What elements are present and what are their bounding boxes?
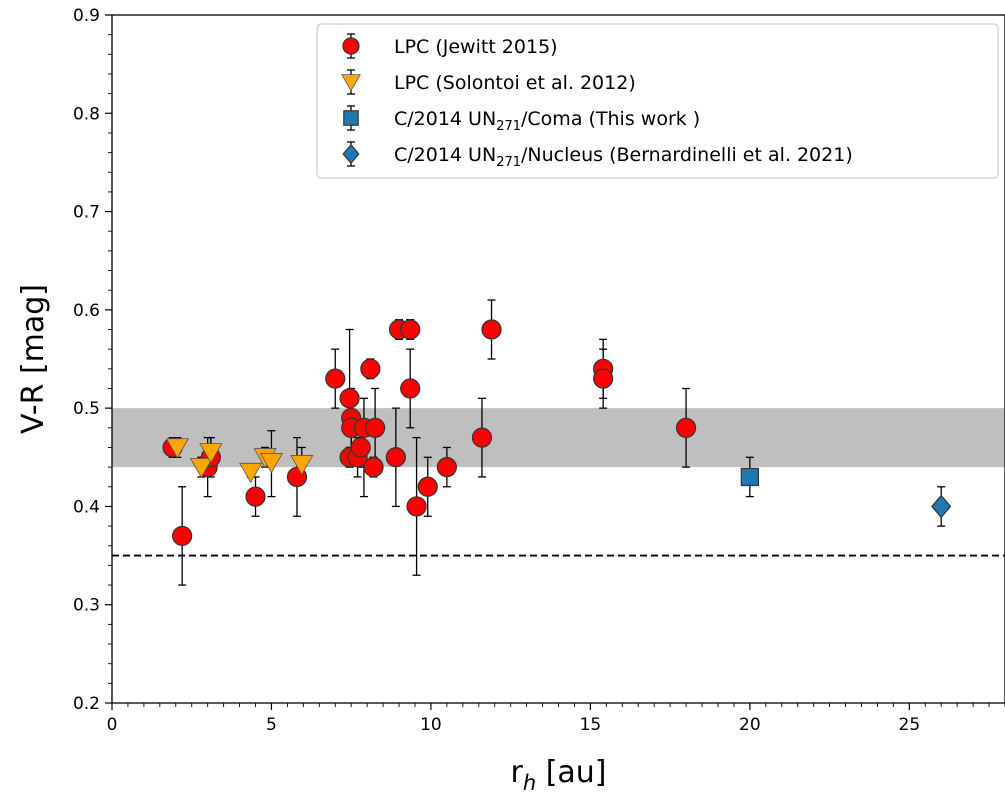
- legend-marker: [341, 74, 361, 92]
- legend-label: C/2014 UN271/Nucleus (Bernardinelli et a…: [394, 144, 853, 170]
- data-point: [931, 494, 952, 519]
- legend-entry: C/2014 UN271/Coma (This work ): [343, 105, 700, 134]
- legend-entry: LPC (Jewitt 2015): [342, 33, 558, 59]
- x-tick-label: 5: [266, 715, 277, 735]
- data-point: [350, 437, 371, 458]
- data-point: [400, 378, 421, 399]
- legend-label: C/2014 UN271/Coma (This work ): [394, 108, 700, 134]
- legend-marker: [342, 143, 360, 165]
- x-tick-label: 0: [107, 715, 118, 735]
- data-point: [189, 457, 213, 479]
- x-tick-label: 25: [899, 715, 921, 735]
- data-point: [406, 496, 427, 517]
- x-tick-label: 20: [739, 715, 761, 735]
- data-point: [417, 476, 438, 497]
- y-tick-label: 0.3: [73, 596, 100, 616]
- data-point: [400, 319, 421, 340]
- data-point: [339, 388, 360, 409]
- y-tick-label: 0.7: [73, 203, 100, 223]
- data-point: [363, 457, 384, 478]
- data-point: [245, 486, 266, 507]
- data-point: [481, 319, 502, 340]
- legend-label: LPC (Solontoi et al. 2012): [394, 72, 636, 94]
- y-tick-label: 0.8: [73, 104, 100, 124]
- legend-marker: [342, 37, 360, 55]
- data-point: [172, 525, 193, 547]
- y-axis-label: V-R [mag]: [16, 284, 51, 434]
- x-axis-label: rh [au]: [511, 755, 607, 795]
- y-tick-label: 0.4: [73, 497, 100, 517]
- y-tick-label: 0.9: [73, 6, 100, 26]
- data-point: [385, 447, 406, 468]
- shaded-band: [112, 408, 1005, 468]
- data-point: [199, 443, 223, 464]
- legend-marker: [343, 110, 359, 126]
- x-tick-label: 10: [420, 715, 442, 735]
- data-point: [593, 368, 614, 389]
- data-point: [471, 427, 493, 448]
- legend-box: [316, 23, 999, 179]
- data-point: [740, 467, 760, 487]
- data-point: [365, 417, 386, 438]
- data-point: [259, 453, 284, 474]
- x-tick-label: 15: [580, 715, 602, 735]
- data-point: [290, 455, 314, 476]
- data-point: [360, 358, 381, 379]
- y-tick-label: 0.6: [73, 301, 100, 321]
- data-point: [239, 462, 263, 484]
- data-point: [675, 417, 697, 438]
- y-tick-label: 0.2: [73, 694, 100, 714]
- y-tick-label: 0.5: [73, 399, 100, 419]
- legend-entry: LPC (Solontoi et al. 2012): [341, 69, 636, 95]
- data-point: [325, 368, 346, 389]
- legend-label: LPC (Jewitt 2015): [394, 36, 558, 58]
- data-point: [165, 438, 189, 459]
- legend-entry: C/2014 UN271/Nucleus (Bernardinelli et a…: [342, 141, 853, 170]
- data-point: [436, 457, 457, 478]
